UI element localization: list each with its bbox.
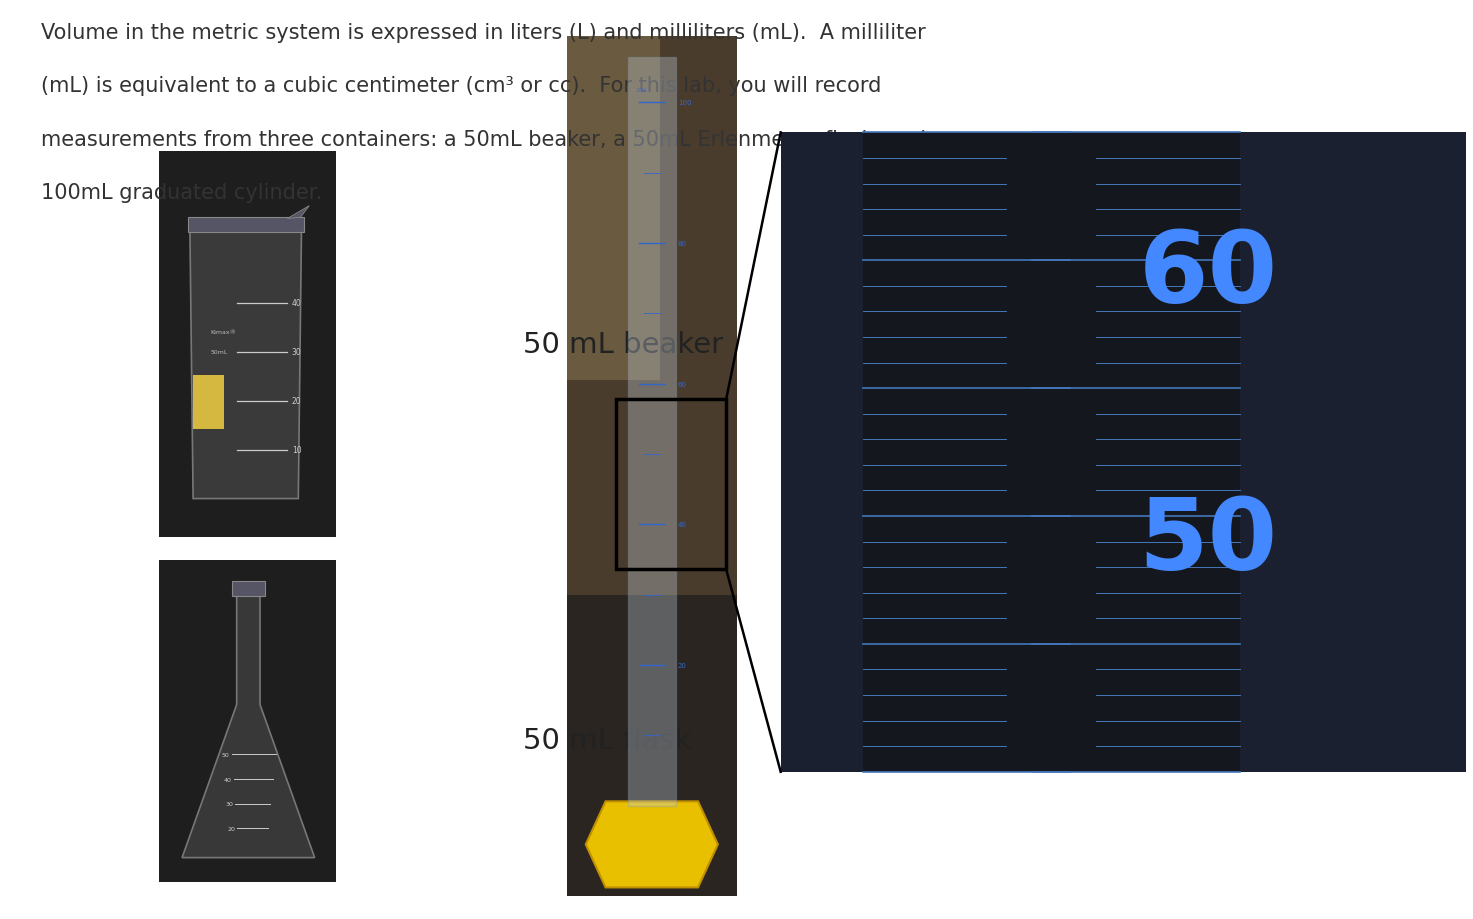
Text: 30: 30 [225,801,233,806]
Text: 20: 20 [678,663,686,668]
Bar [187,218,303,233]
Polygon shape [287,207,309,219]
Text: measurements from three containers: a 50mL beaker, a 50mL Erlenmeyer flask, and : measurements from three containers: a 50… [41,130,946,150]
Bar [159,561,336,882]
Polygon shape [190,221,302,499]
Text: 40: 40 [224,777,231,782]
Text: 50mL: 50mL [211,349,228,354]
Text: 50: 50 [1139,494,1277,591]
Text: (mL) is equivalent to a cubic centimeter (cm³ or cc).  For this lab, you will re: (mL) is equivalent to a cubic centimeter… [41,76,882,96]
Bar [567,37,736,596]
Bar [233,582,265,596]
Text: 50 mL flask: 50 mL flask [523,726,691,754]
Text: 20: 20 [292,397,302,405]
Polygon shape [586,801,717,888]
Bar [627,58,676,806]
Text: 100: 100 [678,100,691,106]
Text: Volume in the metric system is expressed in liters (L) and milliliters (mL).  A : Volume in the metric system is expressed… [41,23,927,43]
Text: 60: 60 [678,381,686,387]
Text: 40: 40 [678,522,686,528]
Bar [616,400,726,570]
Text: 100mL graduated cylinder.: 100mL graduated cylinder. [41,183,323,203]
Text: 30: 30 [292,347,302,357]
Text: 80: 80 [678,241,686,246]
Text: 40: 40 [292,299,302,308]
Bar [159,152,336,538]
Bar [863,133,1240,772]
Text: 10: 10 [292,446,302,455]
Bar [567,37,736,896]
Text: 60: 60 [1139,227,1277,324]
Text: 20: 20 [227,826,234,831]
Bar [567,37,660,380]
Bar [193,376,224,429]
Bar [781,133,1466,772]
Text: 50 mL beaker: 50 mL beaker [523,331,723,358]
Polygon shape [183,583,315,857]
Text: Kimax®: Kimax® [211,330,237,335]
Text: 50: 50 [221,752,230,757]
Text: 100: 100 [635,88,645,93]
